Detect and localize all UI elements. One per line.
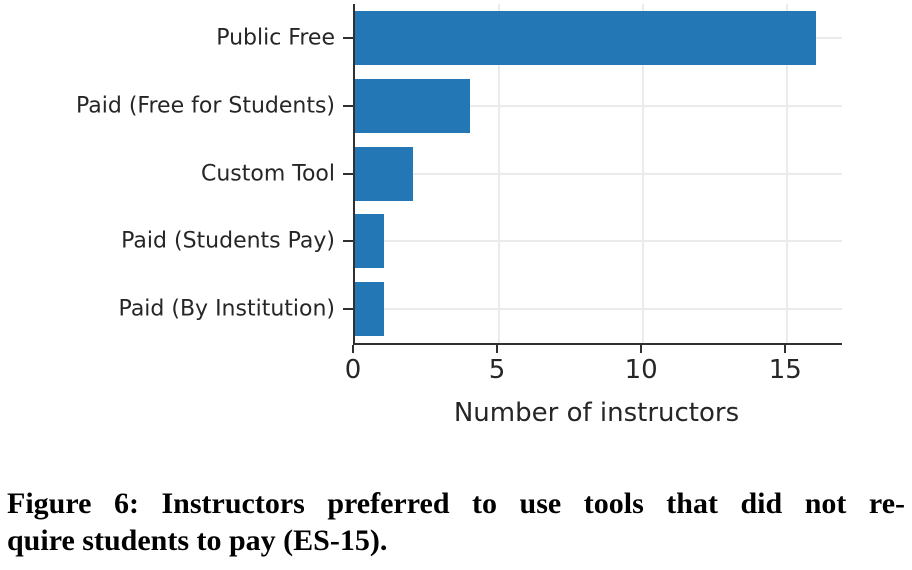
x-tick-0 — [352, 345, 354, 353]
x-tick-15 — [784, 345, 787, 353]
x-tick-10 — [640, 345, 643, 353]
gridline-y-row-4 — [355, 308, 842, 311]
x-tick-label-10: 10 — [624, 355, 658, 385]
y-axis-label-2: Custom Tool — [200, 161, 335, 186]
gridline-y-row-2 — [355, 172, 842, 175]
gridline-y-row-3 — [355, 240, 842, 243]
bar-1 — [355, 78, 471, 133]
y-tick-3 — [343, 240, 353, 243]
bar-2 — [355, 146, 413, 201]
y-axis-category-labels: Public Free Paid (Free for Students) Custo… — [0, 4, 345, 343]
x-tick-label-5: 5 — [488, 355, 506, 385]
y-axis-label-1: Paid (Free for Students) — [76, 93, 335, 119]
y-tick-1 — [343, 104, 353, 107]
x-tick-label-15: 15 — [768, 355, 802, 385]
figure-caption-line-2: quire students to pay (ES-15). — [7, 524, 388, 557]
x-tick-5 — [496, 345, 499, 353]
gridline-y-row-1 — [355, 104, 842, 107]
y-axis-label-4: Paid (By Institution) — [118, 296, 335, 322]
bar-4 — [355, 282, 384, 337]
bar-3 — [355, 214, 384, 269]
y-axis-label-3: Paid (Students Pay) — [121, 228, 335, 254]
bar-chart-plot-area — [353, 4, 842, 345]
x-tick-label-0: 0 — [344, 355, 362, 385]
y-tick-4 — [343, 308, 353, 311]
bar-0 — [355, 10, 817, 65]
y-axis-label-0: Public Free — [216, 25, 335, 51]
figure-caption: Figure 6: Instructors preferred to use t… — [7, 485, 905, 559]
x-axis-title: Number of instructors — [453, 398, 740, 428]
y-tick-0 — [343, 36, 353, 39]
y-tick-2 — [343, 172, 353, 175]
figure-caption-line-1: Figure 6: Instructors preferred to use t… — [7, 487, 905, 520]
